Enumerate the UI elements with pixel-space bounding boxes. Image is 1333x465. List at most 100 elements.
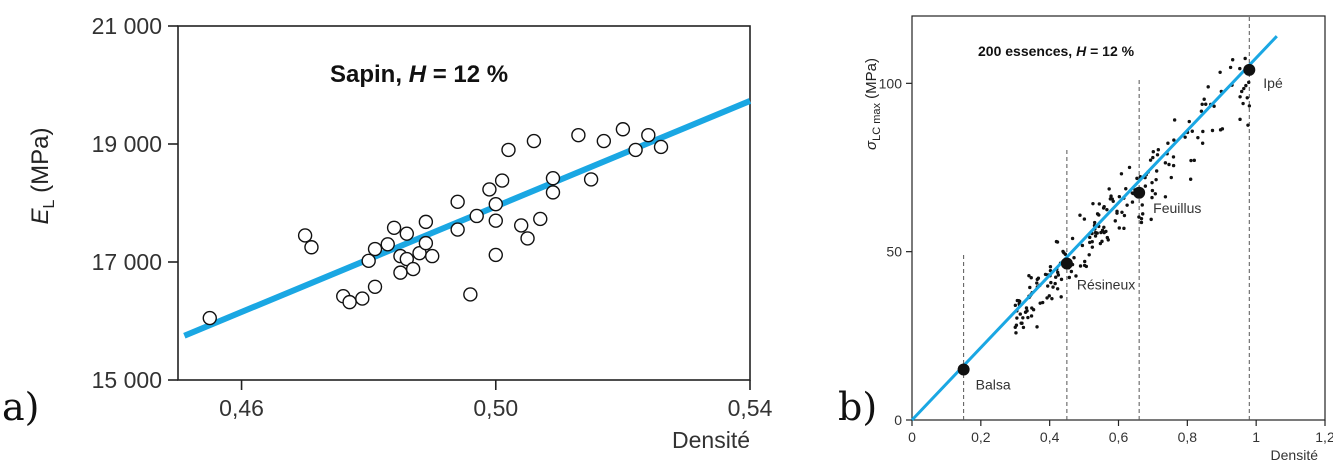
chart-b-point (1206, 85, 1210, 89)
chart-b-labeled-point (1133, 186, 1146, 199)
chart-a-annotation: Sapin, H = 12 % (330, 61, 508, 88)
chart-b-point (1137, 215, 1141, 219)
chart-b-point (1055, 287, 1060, 291)
chart-a-plot-frame (177, 25, 751, 381)
chart-a-y-tick-label: 15 000 (92, 367, 162, 393)
chart-b-point (1192, 158, 1196, 163)
chart-b-point (1074, 274, 1078, 278)
chart-b-point (1244, 83, 1248, 88)
chart-b-x-tick-label: 0,6 (1109, 429, 1129, 445)
chart-b-point-label: Ipé (1263, 75, 1283, 91)
chart-b-point (1238, 66, 1242, 71)
chart-b-point (1087, 253, 1091, 257)
chart-b-point (1095, 212, 1100, 216)
chart-b-point-label: Feuillus (1153, 200, 1201, 216)
chart-b-point (1212, 104, 1216, 108)
chart-b-point (1053, 281, 1057, 286)
chart-b-point (1095, 231, 1099, 235)
chart-b-point (1055, 240, 1060, 244)
chart-b-point (1148, 158, 1153, 162)
chart-b-point (1029, 314, 1034, 318)
chart-b-point (1196, 135, 1200, 140)
chart-b-y-tick-label: 100 (879, 75, 903, 91)
chart-b-point (1242, 86, 1246, 91)
chart-a-point (520, 231, 535, 246)
chart-b-x-tick-label: 0,4 (1040, 429, 1060, 445)
chart-b-point (1035, 277, 1039, 282)
chart-b-point (1125, 203, 1129, 207)
chart-b-point (1097, 202, 1102, 206)
chart-b-point (1172, 138, 1176, 142)
chart-b-point (1139, 216, 1144, 221)
chart-b: 0 50 100 0 0,2 0,4 0,6 0,8 1 1,2 Balsa Résineux Fe… (838, 15, 1333, 463)
chart-b-point (1166, 141, 1170, 145)
chart-a-x-tick-label: 0,54 (728, 395, 773, 421)
chart-a-y-tick-label: 17 000 (92, 249, 162, 275)
chart-b-point (1047, 294, 1051, 298)
chart-b-labeled-point (1243, 63, 1256, 76)
chart-a-xlabel: Densité (672, 427, 750, 453)
chart-a-point (393, 265, 408, 280)
chart-b-point (1082, 217, 1087, 221)
chart-b-labeled-point (957, 363, 970, 376)
chart-b-point (1183, 135, 1187, 139)
chart-b-point (1051, 285, 1055, 289)
chart-b-point (1035, 325, 1039, 329)
chart-b-y-axis: 0 50 100 (879, 75, 912, 428)
chart-a-point (526, 133, 542, 149)
chart-b-point (1200, 141, 1205, 145)
chart-a-point (355, 291, 370, 306)
chart-b-reference-lines (963, 16, 1250, 420)
chart-a-point (450, 222, 465, 237)
chart-a-ylabel: EL (MPa) (27, 128, 58, 225)
chart-b-point (1023, 310, 1028, 314)
chart-b-y-tick-label: 50 (886, 244, 902, 260)
chart-b-point (1130, 191, 1134, 195)
chart-b-x-tick-label: 0,2 (971, 429, 991, 445)
chart-b-point (1169, 175, 1173, 180)
chart-b-point (1015, 316, 1019, 320)
chart-a-x-axis: 0,46 0,50 0,54 (219, 380, 773, 421)
chart-b-point (1156, 147, 1161, 152)
chart-a-point (469, 208, 484, 224)
chart-b-point (1067, 275, 1072, 280)
chart-a-point (533, 211, 548, 227)
chart-b-point (1059, 295, 1063, 299)
chart-b-point (1171, 155, 1176, 159)
chart-b-point (1150, 180, 1154, 185)
chart-b-panel-label: b) (838, 385, 877, 429)
chart-b-point (1014, 323, 1019, 327)
chart-b-point (1163, 161, 1168, 165)
chart-a-point (482, 182, 497, 197)
chart-b-point (1167, 162, 1171, 167)
chart-b-point (1018, 312, 1022, 316)
chart-b-point (1141, 212, 1145, 216)
chart-b-point (1139, 220, 1144, 225)
chart-b-point (1117, 194, 1122, 199)
chart-b-point (1187, 119, 1191, 124)
chart-b-point (1140, 203, 1144, 207)
chart-b-point (1059, 277, 1064, 282)
chart-a-x-tick-label: 0,46 (219, 395, 264, 421)
chart-b-point (1247, 104, 1252, 108)
chart-b-point-label: Résineux (1077, 276, 1135, 292)
chart-b-x-tick-label: 1,2 (1315, 429, 1333, 445)
chart-b-point (1200, 102, 1204, 107)
chart-a-point (583, 172, 599, 187)
chart-b-point (1107, 187, 1111, 191)
chart-b-point (1113, 219, 1117, 223)
chart-a-point (615, 122, 631, 137)
chart-b-point (1102, 225, 1106, 229)
chart-b-point (1041, 300, 1045, 305)
chart-a-point (628, 142, 643, 158)
chart-b-point (1115, 211, 1119, 215)
chart-b-labeled-points: Balsa Résineux Feuillus Ipé (957, 63, 1283, 393)
chart-b-point (1204, 102, 1208, 106)
chart-b-point (1017, 299, 1021, 303)
chart-b-point (1111, 199, 1115, 203)
chart-b-point (1218, 70, 1222, 74)
chart-b-point (1055, 270, 1060, 275)
chart-b-point (1078, 264, 1083, 268)
chart-b-point (1150, 195, 1154, 200)
chart-a-point (297, 228, 313, 243)
